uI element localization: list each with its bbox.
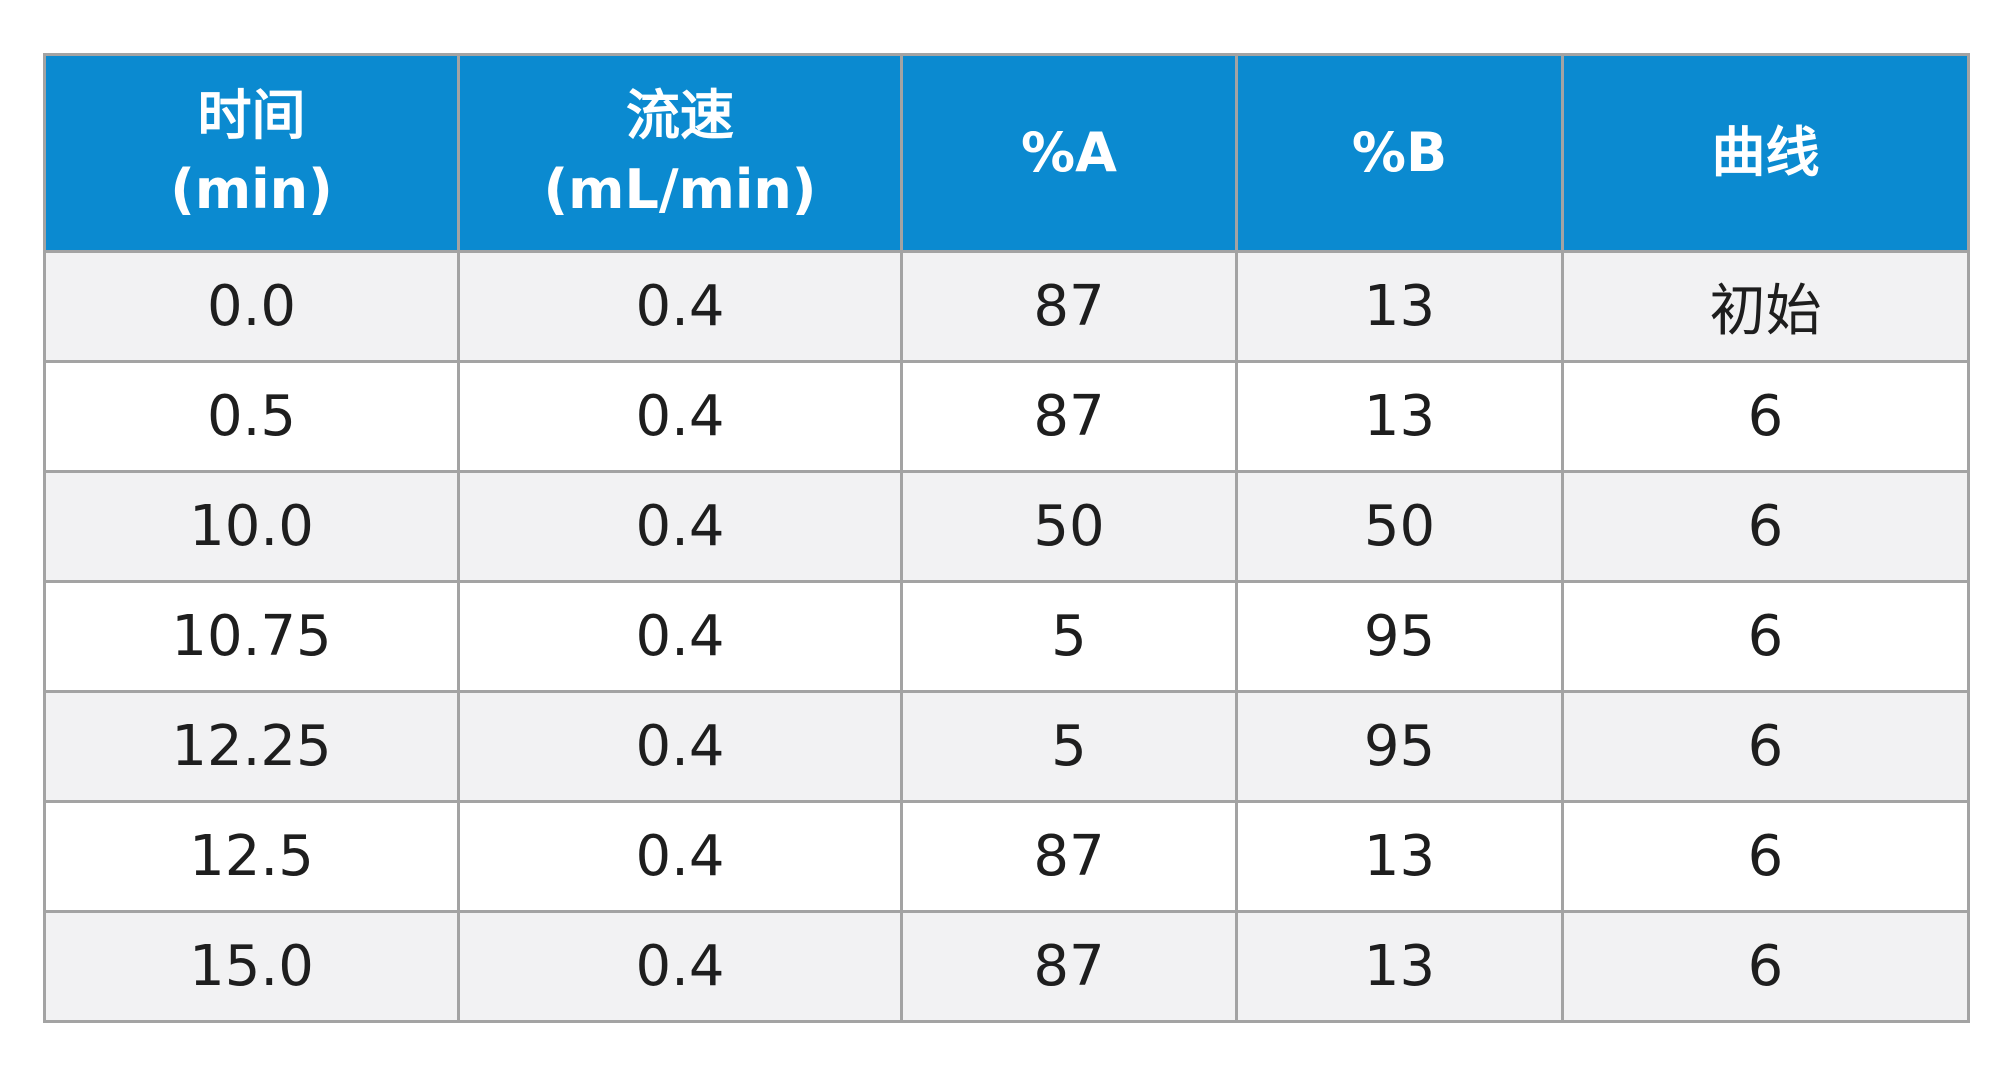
column-header-flow-rate: 流速 (mL/min) [457,53,903,253]
cell-percent-b: 95 [1235,580,1564,693]
table-row: 0.0 0.4 87 13 初始 [43,250,1970,363]
cell-curve: 6 [1561,470,1970,583]
table-row: 15.0 0.4 87 13 6 [43,910,1970,1023]
cell-curve: 6 [1561,360,1970,473]
table-row: 10.75 0.4 5 95 6 [43,580,1970,693]
cell-time: 0.0 [43,250,460,363]
column-header-flow-rate-unit: (mL/min) [543,158,817,221]
cell-curve: 6 [1561,800,1970,913]
table-body: 0.0 0.4 87 13 初始 0.5 0.4 87 13 6 10.0 0.… [43,250,1970,1023]
cell-percent-b: 13 [1235,360,1564,473]
cell-flow-rate: 0.4 [457,910,903,1023]
cell-flow-rate: 0.4 [457,690,903,803]
column-header-percent-a-label: %A [1021,121,1117,184]
table-row: 10.0 0.4 50 50 6 [43,470,1970,583]
cell-percent-a: 87 [900,910,1238,1023]
column-header-curve-label: 曲线 [1711,121,1820,184]
cell-percent-b: 50 [1235,470,1564,583]
table-row: 12.5 0.4 87 13 6 [43,800,1970,913]
cell-flow-rate: 0.4 [457,470,903,583]
cell-percent-a: 87 [900,250,1238,363]
column-header-flow-rate-label: 流速 [626,84,734,147]
column-header-curve: 曲线 [1561,53,1970,253]
cell-percent-a: 87 [900,800,1238,913]
table-header: 时间 (min) 流速 (mL/min) %A %B 曲线 [43,53,1970,253]
cell-flow-rate: 0.4 [457,800,903,913]
column-header-percent-b-label: %B [1351,121,1448,184]
column-header-time-label: 时间 [197,84,306,147]
cell-percent-b: 13 [1235,250,1564,363]
column-header-time-unit: (min) [170,158,333,221]
cell-time: 10.75 [43,580,460,693]
cell-flow-rate: 0.4 [457,250,903,363]
cell-time: 0.5 [43,360,460,473]
column-header-percent-a: %A [900,53,1238,253]
cell-percent-a: 5 [900,580,1238,693]
column-header-time: 时间 (min) [43,53,460,253]
column-header-percent-b: %B [1235,53,1564,253]
cell-flow-rate: 0.4 [457,580,903,693]
cell-curve: 6 [1561,690,1970,803]
cell-flow-rate: 0.4 [457,360,903,473]
gradient-table-container: 时间 (min) 流速 (mL/min) %A %B 曲线 [43,53,1970,1023]
cell-percent-a: 50 [900,470,1238,583]
gradient-table: 时间 (min) 流速 (mL/min) %A %B 曲线 [43,53,1970,1023]
cell-curve: 初始 [1561,250,1970,363]
cell-percent-a: 5 [900,690,1238,803]
cell-percent-b: 95 [1235,690,1564,803]
cell-percent-b: 13 [1235,910,1564,1023]
cell-time: 15.0 [43,910,460,1023]
cell-curve: 6 [1561,910,1970,1023]
cell-time: 10.0 [43,470,460,583]
cell-time: 12.25 [43,690,460,803]
cell-percent-b: 13 [1235,800,1564,913]
header-row: 时间 (min) 流速 (mL/min) %A %B 曲线 [43,53,1970,253]
table-row: 12.25 0.4 5 95 6 [43,690,1970,803]
table-row: 0.5 0.4 87 13 6 [43,360,1970,473]
cell-time: 12.5 [43,800,460,913]
cell-curve: 6 [1561,580,1970,693]
cell-percent-a: 87 [900,360,1238,473]
